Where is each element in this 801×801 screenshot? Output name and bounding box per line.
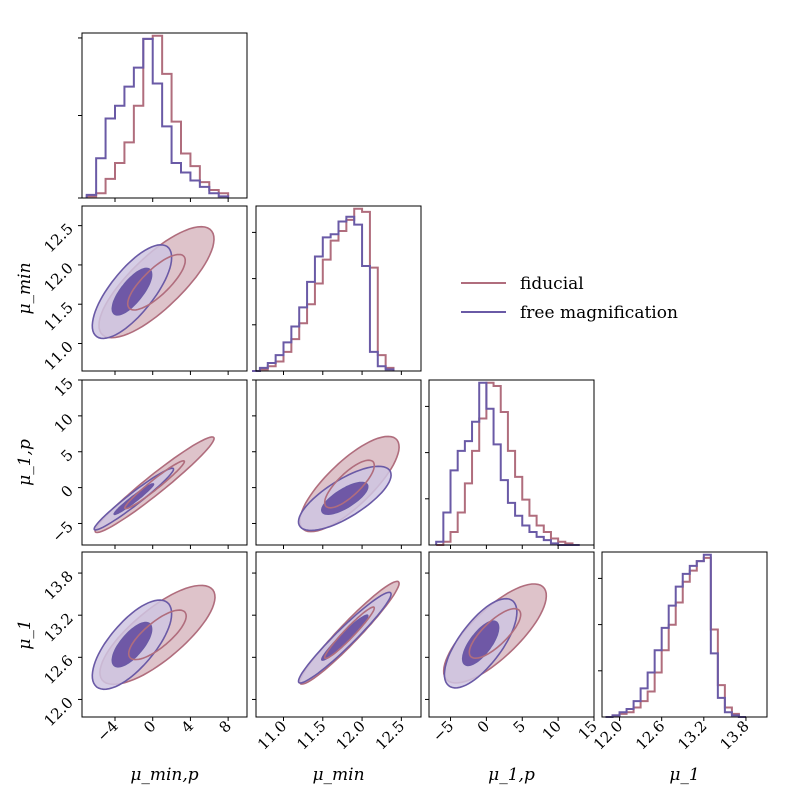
xtick-label--min-2: 12.0 [333, 717, 369, 753]
hist-frame-1 [81, 32, 248, 199]
contour-shapes [297, 580, 400, 685]
contour-fiducial-1sigma [126, 253, 186, 311]
xtick-label--1-p-0: −5 [429, 717, 457, 745]
legend-label-fiducial: fiducial [520, 274, 584, 294]
ytick-label--1-p-1: 0 [57, 482, 76, 501]
ylabel--min: μ_min [15, 262, 35, 314]
contour-frame [81, 205, 248, 372]
hist-frame-2 [255, 205, 422, 372]
hist-series-free-magnification-3 [435, 381, 580, 546]
xtick-label--min-1: 11.5 [293, 717, 329, 753]
contour-frame [81, 551, 248, 718]
hist-series-fiducial-3 [436, 381, 580, 546]
xtick-label--1-0: 12.0 [590, 717, 626, 753]
ytick-label--1-3: 13.8 [40, 567, 76, 603]
contour-panel-r2-c1 [78, 205, 248, 375]
xtick-label--min-3: 12.5 [372, 717, 408, 753]
legend: fiducial free magnification [461, 274, 678, 323]
xtick-label--min-p-2: 4 [178, 717, 197, 736]
contour-shapes [442, 583, 548, 689]
xtick-label--1-p-1: 0 [474, 717, 493, 736]
ytick-label--min-2: 12.0 [40, 259, 76, 295]
contour-fiducial-1sigma [323, 606, 376, 660]
xlabel--min: μ_min [312, 765, 364, 785]
xlabel--min-p: μ_min,p [130, 765, 198, 785]
contour-frame [255, 379, 422, 546]
hist-frame-3 [428, 379, 595, 546]
hist-panel-4 [598, 551, 768, 721]
ytick-label--1-0: 12.0 [40, 694, 76, 730]
ylabel--1: μ_1 [15, 619, 35, 649]
contour-panel-r3-c1 [78, 379, 248, 549]
contour-free-magnification-1sigma [320, 481, 369, 516]
hist-panel-1 [78, 32, 248, 202]
contour-shapes [91, 584, 216, 691]
panels-layer: 11.011.512.012.5μ_min−5051015μ_1,p12.012… [15, 32, 768, 785]
contour-shapes [93, 436, 215, 534]
xtick-label--1-3: 13.8 [716, 717, 752, 753]
ytick-label--1-p-0: −5 [48, 518, 76, 546]
ytick-label--1-p-2: 5 [57, 446, 76, 465]
hist-panel-3 [425, 379, 595, 549]
ytick-label--1-1: 12.6 [40, 651, 76, 687]
xtick-label--1-2: 13.2 [674, 717, 710, 753]
contour-free-magnification-1sigma [320, 614, 369, 661]
xlabel--1: μ_1 [669, 765, 699, 785]
xtick-label--1-p-3: 10 [539, 717, 565, 743]
ytick-label--1-p-3: 10 [51, 410, 77, 436]
legend-label-free-magnification: free magnification [520, 303, 678, 323]
hist-series-fiducial-1 [85, 34, 230, 198]
xtick-label--1-1: 12.6 [632, 717, 668, 753]
xtick-label--min-p-1: 0 [140, 717, 159, 736]
contour-frame [428, 551, 595, 718]
contour-fiducial-1sigma [127, 609, 188, 661]
ytick-label--min-3: 12.5 [40, 220, 76, 256]
hist-series-fiducial-4 [605, 556, 746, 718]
xtick-label--min-p-0: −4 [93, 717, 121, 745]
ytick-label--1-p-4: 15 [51, 374, 77, 400]
contour-panel-r3-c2 [252, 379, 422, 549]
xtick-label--1-p-2: 5 [510, 717, 529, 736]
contour-frame [81, 379, 248, 546]
hist-series-free-magnification-1 [85, 37, 230, 198]
ylabel--1-p: μ_1,p [15, 439, 35, 486]
hist-frame-4 [601, 551, 768, 718]
contour-shapes [297, 435, 400, 533]
ytick-label--min-1: 11.5 [40, 298, 76, 334]
contour-fiducial-1sigma [323, 459, 376, 509]
xtick-label--min-p-3: 8 [215, 717, 234, 736]
hist-series-free-magnification-4 [605, 553, 746, 718]
contour-frame [255, 551, 422, 718]
contour-fiducial-1sigma [123, 459, 186, 510]
contour-panel-r4-c3 [425, 551, 595, 721]
xtick-label--min-0: 11.0 [254, 717, 290, 753]
hist-series-fiducial-2 [252, 207, 395, 372]
ytick-label--min-0: 11.0 [40, 338, 76, 374]
contour-panel-r4-c2 [252, 551, 422, 721]
contour-shapes [91, 225, 215, 340]
hist-series-free-magnification-2 [252, 215, 395, 372]
ytick-label--1-2: 13.2 [40, 609, 76, 645]
contour-fiducial-1sigma [468, 607, 522, 660]
contour-panel-r4-c1 [78, 551, 248, 721]
hist-panel-2 [252, 205, 422, 375]
xlabel--1-p: μ_1,p [488, 765, 535, 785]
